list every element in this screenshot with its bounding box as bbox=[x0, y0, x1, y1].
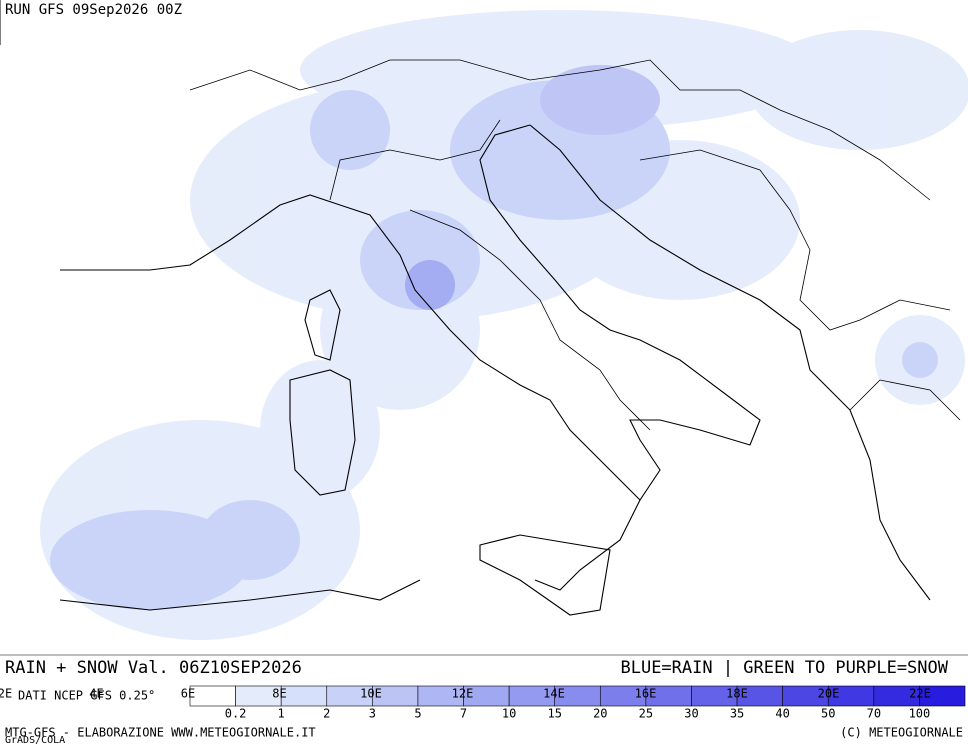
caption-title: RAIN + SNOW Val. 06Z10SEP2026 bbox=[5, 658, 302, 678]
longitude-label: 18E bbox=[726, 687, 748, 701]
longitude-label: 8E bbox=[272, 687, 286, 701]
legend-threshold: 2 bbox=[323, 707, 330, 721]
coastlines bbox=[59, 124, 931, 616]
borders bbox=[189, 59, 961, 431]
legend-threshold: 10 bbox=[502, 707, 516, 721]
legend-threshold: 15 bbox=[547, 707, 561, 721]
legend-threshold: 1 bbox=[278, 707, 285, 721]
legend-threshold: 3 bbox=[369, 707, 376, 721]
source-label: DATI NCEP GFS 0.25° bbox=[18, 689, 155, 703]
legend-threshold: 30 bbox=[684, 707, 698, 721]
longitude-label: 10E bbox=[360, 687, 382, 701]
legend-swatch bbox=[280, 685, 328, 707]
longitude-label: 22E bbox=[909, 687, 931, 701]
longitude-label: 12E bbox=[452, 687, 474, 701]
legend-threshold: 50 bbox=[821, 707, 835, 721]
legend-threshold: 40 bbox=[775, 707, 789, 721]
run-label: RUN GFS 09Sep2026 00Z bbox=[5, 2, 182, 18]
legend-threshold: 25 bbox=[639, 707, 653, 721]
legend-threshold: 35 bbox=[730, 707, 744, 721]
longitude-label: 4E bbox=[89, 687, 103, 701]
longitude-label: 2E bbox=[0, 687, 12, 701]
legend-swatch bbox=[189, 685, 236, 707]
longitude-label: 20E bbox=[818, 687, 840, 701]
caption-note: BLUE=RAIN | GREEN TO PURPLE=SNOW bbox=[620, 658, 948, 678]
legend-threshold: 0.2 bbox=[225, 707, 247, 721]
software-label: GrADS/COLA bbox=[5, 735, 65, 745]
legend-threshold: 7 bbox=[460, 707, 467, 721]
footer-right: (C) METEOGIORNALE bbox=[840, 726, 963, 740]
legend-threshold: 100 bbox=[909, 707, 931, 721]
longitude-label: 16E bbox=[635, 687, 657, 701]
longitude-label: 6E bbox=[181, 687, 195, 701]
map: RUN GFS 09Sep2026 00Z bbox=[0, 0, 968, 640]
legend-threshold: 5 bbox=[414, 707, 421, 721]
longitude-label: 14E bbox=[543, 687, 565, 701]
legend-threshold: 20 bbox=[593, 707, 607, 721]
legend-swatch bbox=[919, 685, 966, 707]
legend-threshold: 70 bbox=[867, 707, 881, 721]
footer-left: MTG-GFS - ELABORAZIONE WWW.METEOGIORNALE… bbox=[5, 726, 316, 740]
